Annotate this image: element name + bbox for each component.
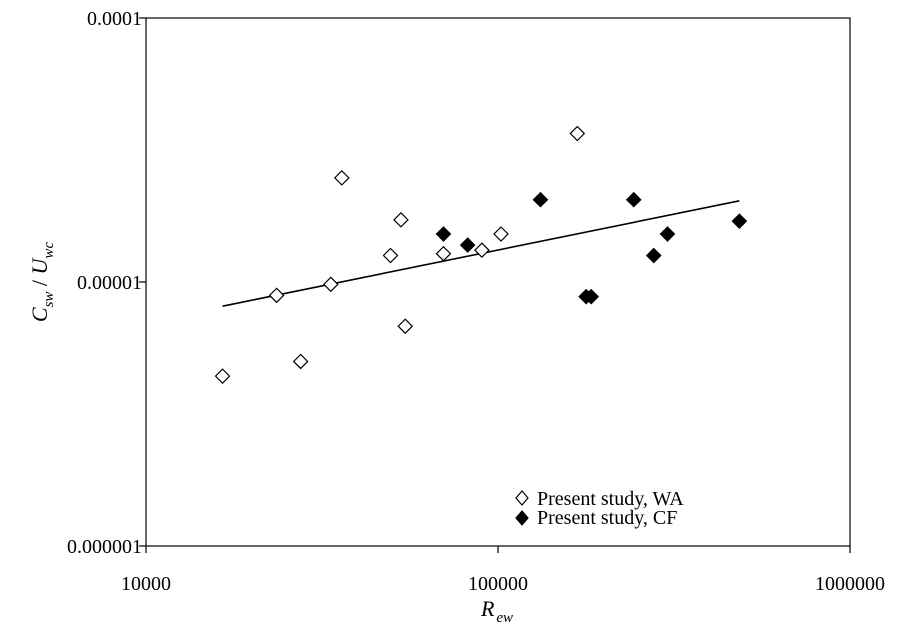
plot-area: [145, 17, 851, 547]
legend-label-cf: Present study, CF: [537, 507, 677, 529]
legend-marker-cf: [515, 510, 529, 526]
data-point-wa: [474, 242, 490, 259]
legend-marker-wa: [515, 490, 529, 506]
plot-frame: [145, 17, 851, 547]
data-point-cf: [731, 213, 748, 230]
y-axis-label: Csw / Uwc: [27, 242, 57, 323]
data-point-cf: [625, 191, 642, 208]
legend-label-wa: Present study, WA: [537, 488, 684, 510]
data-point-cf: [645, 247, 662, 264]
data-point-wa: [393, 211, 409, 228]
data-point-wa: [322, 276, 339, 293]
data-point-cf: [583, 288, 600, 305]
data-point-cf: [459, 237, 476, 253]
y-tick-label: 0.000001: [67, 536, 142, 558]
legend: Present study, WA Present study, CF: [515, 488, 684, 529]
legend-entry-wa: Present study, WA: [515, 488, 684, 510]
data-point-wa: [435, 245, 452, 262]
x-tick-label: 10000: [121, 573, 171, 595]
data-point-wa: [569, 125, 586, 142]
data-point-wa: [493, 226, 509, 242]
data-point-cf: [659, 226, 676, 242]
y-axis: 0.000001 0.00001 0.0001: [67, 8, 146, 558]
data-point-wa: [292, 353, 309, 370]
y-tick-label: 0.0001: [87, 8, 142, 30]
x-tick-label: 100000: [468, 573, 528, 595]
data-point-wa: [382, 247, 399, 264]
y-tick-label: 0.00001: [77, 272, 142, 294]
legend-entry-cf: Present study, CF: [515, 507, 677, 529]
data-point-wa: [268, 287, 285, 304]
x-axis: 10000 100000 1000000: [121, 546, 885, 595]
data-point-cf: [435, 226, 452, 242]
data-point-cf: [532, 191, 549, 208]
data-point-wa: [214, 368, 231, 384]
x-tick-label: 1000000: [815, 573, 885, 595]
data-points: [214, 125, 748, 384]
data-point-wa: [397, 318, 414, 335]
data-point-wa: [333, 170, 350, 186]
